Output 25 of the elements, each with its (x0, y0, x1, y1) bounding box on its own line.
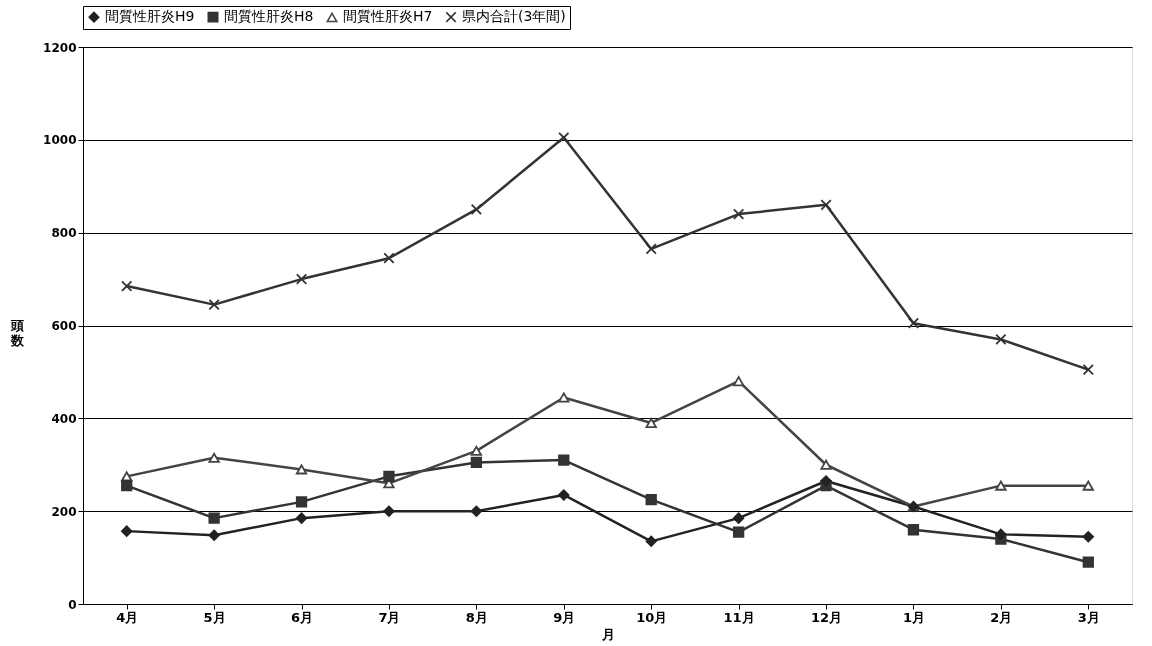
x-tick-label: 7月 (378, 609, 401, 625)
y-tick-label: 1000 (43, 133, 77, 148)
x-tick-label: 2月 (990, 609, 1013, 625)
x-axis-title: 月 (600, 626, 615, 642)
y-tick-label: 1200 (43, 40, 77, 55)
legend-label: 間質性肝炎H7 (343, 8, 433, 25)
x-tick-label: 5月 (203, 609, 226, 625)
x-tick-label: 4月 (116, 609, 139, 625)
x-tick-label: 10月 (636, 609, 668, 625)
x-tick-label: 12月 (810, 609, 843, 625)
x-tick-label: 8月 (465, 609, 488, 625)
x-tick-label: 1月 (902, 609, 925, 625)
y-tick-label: 200 (51, 504, 77, 519)
legend-label: 県内合計(3年間) (462, 8, 566, 25)
x-tick-label: 9月 (553, 609, 576, 625)
legend-label: 間質性肝炎H9 (105, 8, 195, 25)
y-tick-label: 800 (51, 226, 77, 241)
y-tick-label: 0 (68, 597, 77, 612)
y-tick-label: 600 (51, 319, 77, 333)
y-tick-label: 400 (51, 411, 77, 426)
y-axis-title: 頭数 (10, 318, 26, 348)
x-tick-label: 3月 (1077, 609, 1100, 625)
x-tick-label: 6月 (291, 609, 314, 625)
x-tick-label: 11月 (723, 609, 755, 625)
legend-label: 間質性肝炎H8 (224, 8, 314, 25)
